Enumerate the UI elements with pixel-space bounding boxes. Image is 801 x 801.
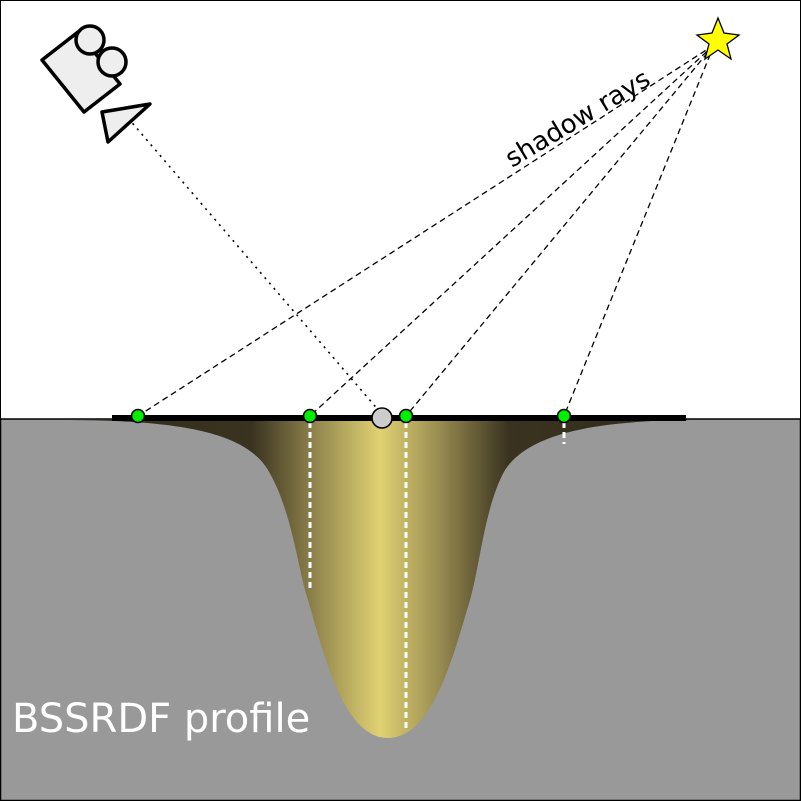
shadow-ray-2	[309, 44, 715, 417]
sample-point	[398, 408, 414, 424]
sample-point	[302, 408, 318, 424]
air-region	[0, 0, 801, 421]
camera-reel-1	[74, 24, 106, 56]
shadow-ray-1	[137, 44, 715, 417]
video-camera-icon	[40, 24, 152, 144]
camera-ray	[127, 117, 381, 413]
bssrdf-profile-shape	[60, 420, 700, 738]
profile-probes	[308, 422, 566, 728]
profile-label: BSSRDF profile	[12, 696, 310, 742]
shadow-rays	[137, 44, 715, 417]
camera-lens	[100, 102, 152, 144]
shadow-ray-3	[405, 44, 715, 417]
star-icon	[695, 16, 741, 61]
shading-point	[371, 407, 393, 429]
sample-point	[130, 408, 146, 424]
sample-points	[130, 408, 572, 424]
shadow-ray-4	[563, 44, 715, 417]
sample-point	[556, 408, 572, 424]
camera-reel-2	[96, 46, 128, 78]
camera-body	[40, 30, 122, 114]
